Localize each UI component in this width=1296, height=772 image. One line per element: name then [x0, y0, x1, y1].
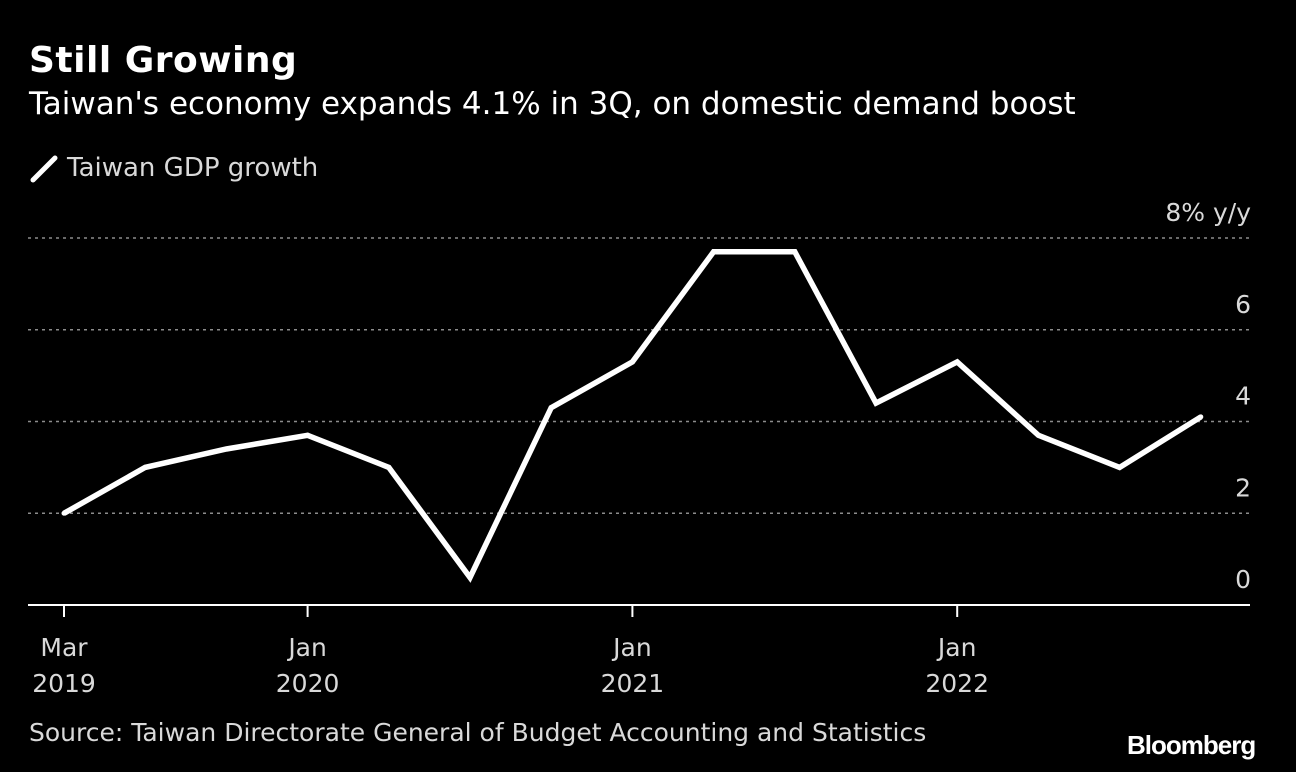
data-point-2021-Q3 — [873, 400, 879, 406]
chart-subtitle: Taiwan's economy expands 4.1% in 3Q, on … — [29, 86, 1076, 122]
legend: Taiwan GDP growth — [29, 150, 318, 186]
data-point-2021-Q2 — [792, 249, 798, 255]
data-point-2021-Q4 — [954, 359, 960, 365]
y-axis-labels: 0 2 4 6 8% y/y — [1165, 198, 1251, 594]
x-axis: Mar 2019 Jan 2020 Jan 2021 Jan 2022 — [32, 605, 989, 698]
data-point-2020-Q3 — [548, 405, 554, 411]
data-point-2021-Q1 — [711, 249, 717, 255]
data-point-2019-Q2 — [142, 464, 148, 470]
data-points — [61, 249, 1204, 580]
x-tick-label: 2021 — [601, 669, 665, 698]
x-tick-label: Mar — [40, 633, 88, 662]
data-point-2019-Q3 — [223, 446, 229, 452]
data-point-2020-Q1 — [386, 464, 392, 470]
y-tick-label: 4 — [1235, 382, 1251, 411]
data-point-2022-Q3 — [1198, 414, 1204, 420]
chart-title: Still Growing — [29, 40, 298, 81]
x-tick-label: Jan — [611, 633, 652, 662]
data-point-2019-Q4 — [305, 432, 311, 438]
y-tick-label: 8% y/y — [1165, 198, 1251, 227]
legend-label: Taiwan GDP growth — [67, 153, 319, 183]
y-tick-label: 0 — [1235, 565, 1251, 594]
x-tick-label: 2020 — [276, 669, 340, 698]
data-point-2022-Q2 — [1117, 464, 1123, 470]
x-tick-label: Jan — [936, 633, 977, 662]
grid-layer — [28, 237, 1250, 514]
data-point-2020-Q4 — [629, 359, 635, 365]
source-note: Source: Taiwan Directorate General of Bu… — [29, 718, 927, 747]
x-tick-label: 2019 — [32, 669, 96, 698]
bloomberg-logo: Bloomberg — [1127, 730, 1256, 760]
data-point-2022-Q1 — [1035, 432, 1041, 438]
legend-line-icon — [30, 155, 58, 183]
y-tick-label: 2 — [1235, 473, 1251, 502]
data-point-2019-Q1 — [61, 510, 67, 516]
x-tick-label: 2022 — [925, 669, 989, 698]
y-tick-label: 6 — [1235, 290, 1251, 319]
data-point-2020-Q2 — [467, 574, 473, 580]
x-tick-label: Jan — [286, 633, 327, 662]
series-line-taiwan-gdp-growth — [62, 249, 1203, 583]
